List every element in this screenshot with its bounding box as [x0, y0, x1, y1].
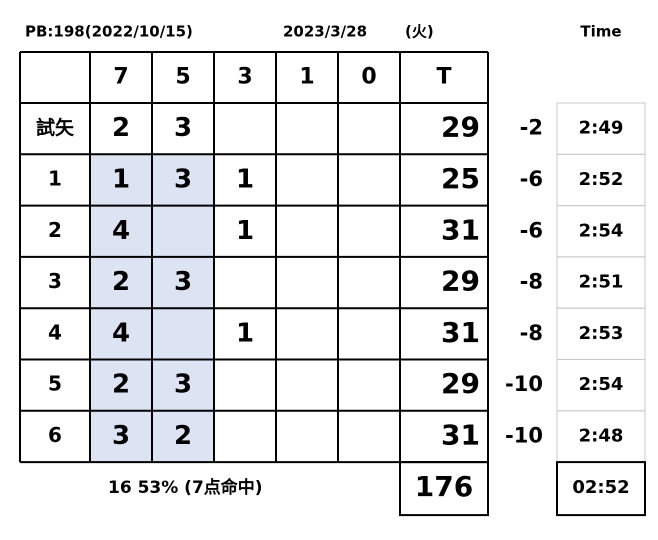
- time: 2:52: [579, 169, 624, 190]
- column-header: 7: [113, 65, 128, 90]
- difference: -6: [520, 167, 543, 191]
- cell: 4: [112, 318, 130, 348]
- row-label: 3: [48, 269, 62, 293]
- cell: 3: [174, 370, 192, 400]
- row-total: 31: [441, 213, 480, 246]
- row-total: 29: [441, 111, 480, 144]
- grand-total: 176: [415, 470, 473, 503]
- time: 2:51: [579, 272, 624, 293]
- difference: -2: [520, 116, 543, 140]
- cell: 2: [112, 267, 130, 297]
- column-header: 0: [361, 65, 376, 90]
- column-header: T: [436, 65, 451, 90]
- total-box: [399, 461, 489, 517]
- difference: -8: [520, 270, 543, 294]
- row-label: 5: [48, 372, 62, 396]
- time: 2:54: [579, 374, 624, 395]
- summary: 16 53% (7点命中): [108, 477, 263, 498]
- cell: 3: [174, 267, 192, 297]
- cell: 1: [236, 216, 254, 246]
- row-label: 4: [48, 320, 62, 344]
- difference: -10: [505, 423, 543, 447]
- row-total: 29: [441, 265, 480, 298]
- column-header: 3: [237, 65, 252, 90]
- time: 2:54: [579, 220, 624, 241]
- column-header: 5: [175, 65, 190, 90]
- personal-best: PB:198(2022/10/15): [25, 23, 193, 41]
- row-label: 6: [48, 423, 62, 447]
- cell: 1: [236, 164, 254, 194]
- row-total: 29: [441, 367, 480, 400]
- row-total: 31: [441, 316, 480, 349]
- row-label: 試矢: [36, 116, 75, 139]
- row-total: 31: [441, 418, 480, 451]
- cell: 2: [174, 421, 192, 451]
- difference: -6: [520, 218, 543, 242]
- row-total: 25: [441, 162, 480, 195]
- weekday: (火): [405, 23, 434, 41]
- cell: 1: [112, 164, 130, 194]
- column-header: 1: [299, 65, 314, 90]
- time-box: [556, 461, 646, 517]
- cell: 3: [174, 164, 192, 194]
- cell: 1: [236, 318, 254, 348]
- date: 2023/3/28: [283, 23, 367, 41]
- cell: 2: [112, 370, 130, 400]
- row-label: 2: [48, 218, 62, 242]
- difference: -8: [520, 321, 543, 345]
- average-time: 02:52: [572, 477, 629, 498]
- time: 2:48: [579, 425, 624, 446]
- cell: 3: [174, 113, 192, 143]
- cell: 3: [112, 421, 130, 451]
- row-label: 1: [48, 166, 62, 190]
- time: 2:49: [579, 118, 624, 139]
- time: 2:53: [579, 323, 624, 344]
- cell: 4: [112, 216, 130, 246]
- cell: 2: [112, 113, 130, 143]
- difference: -10: [505, 372, 543, 396]
- time-label: Time: [580, 23, 621, 41]
